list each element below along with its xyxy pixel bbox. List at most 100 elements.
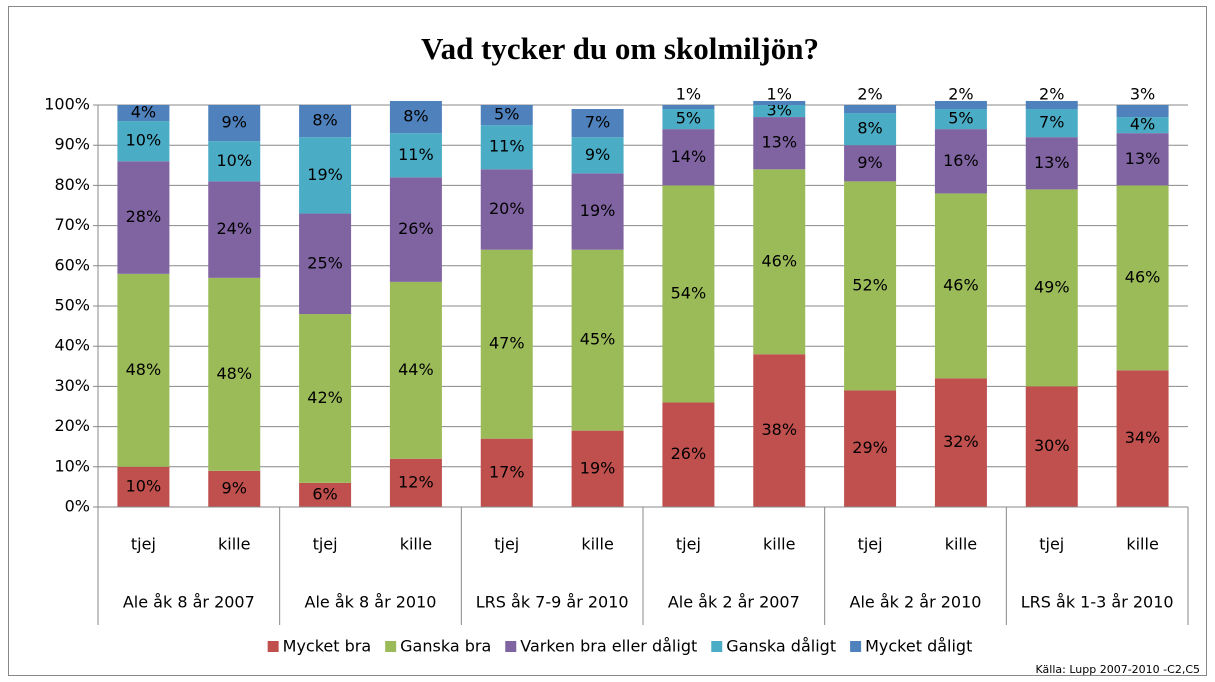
legend-label: Mycket dåligt [865, 637, 972, 656]
group-label: Ale åk 2 år 2010 [850, 593, 982, 612]
y-tick-label: 60% [54, 255, 90, 274]
data-label: 10% [216, 151, 252, 170]
data-label: 13% [761, 133, 797, 152]
data-label: 34% [1125, 428, 1161, 447]
data-label: 49% [1034, 277, 1070, 296]
data-label: 38% [761, 420, 797, 439]
y-tick-label: 90% [54, 135, 90, 154]
x-tick-label: kille [581, 535, 613, 554]
data-label: 19% [307, 165, 343, 184]
data-label: 1% [767, 85, 792, 104]
data-label: 19% [580, 201, 616, 220]
bar-segment [208, 105, 261, 142]
data-label: 11% [489, 137, 525, 156]
data-label: 3% [767, 101, 792, 120]
bar-segment [208, 181, 261, 278]
bar-segment [480, 438, 533, 507]
data-label: 5% [494, 105, 519, 124]
bar-segment [934, 100, 987, 110]
bar-segment [1025, 100, 1078, 110]
bar-segment [480, 125, 533, 170]
group-label: LRS åk 7-9 år 2010 [476, 593, 629, 612]
bar-segment [117, 273, 170, 467]
bar-segment [844, 145, 897, 182]
bar-segment [1116, 105, 1169, 118]
bar-segment [753, 169, 806, 355]
legend-swatch [267, 641, 279, 652]
bar-segment [571, 109, 624, 138]
data-label: 29% [852, 438, 888, 457]
bar-segment [480, 169, 533, 250]
bar-segment [571, 173, 624, 250]
bar-segment [662, 109, 715, 130]
bar-segment [389, 100, 442, 134]
group-label: Ale åk 8 år 2010 [305, 593, 437, 612]
bar-segment [389, 458, 442, 507]
bar-segment [662, 185, 715, 403]
data-label: 10% [126, 476, 162, 495]
bar-segment [844, 390, 897, 507]
bar-segment [117, 105, 170, 122]
data-label: 48% [216, 364, 252, 383]
data-label: 14% [671, 147, 707, 166]
bar-segment [844, 105, 897, 114]
data-label: 28% [126, 207, 162, 226]
bar-segment [1025, 137, 1078, 190]
data-label: 2% [948, 85, 973, 104]
chart-title: Vad tycker du om skolmiljön? [421, 31, 819, 66]
frame [8, 6, 1207, 676]
data-label: 19% [580, 458, 616, 477]
bar-segment [1025, 109, 1078, 138]
data-label: 9% [585, 145, 610, 164]
bar-segment [208, 141, 261, 182]
data-label: 52% [852, 275, 888, 294]
bar-segment [117, 121, 170, 162]
data-label: 6% [312, 484, 337, 503]
data-label: 7% [585, 113, 610, 132]
data-label: 4% [131, 103, 156, 122]
bar-segment [934, 378, 987, 507]
data-label: 3% [1130, 85, 1155, 104]
x-tick-label: kille [945, 535, 977, 554]
bar-segment [753, 117, 806, 170]
y-tick-label: 50% [54, 296, 90, 315]
legend-swatch [711, 641, 723, 652]
group-label: LRS åk 1-3 år 2010 [1021, 593, 1174, 612]
x-tick-label: kille [218, 535, 250, 554]
data-label: 8% [312, 111, 337, 130]
bar-segment [389, 133, 442, 178]
bar-segment [1116, 370, 1169, 507]
legend-label: Varken bra eller dåligt [520, 637, 697, 656]
legend-label: Ganska dåligt [726, 637, 836, 656]
bar-segment [753, 354, 806, 507]
data-label: 46% [1125, 267, 1161, 286]
bar-segment [662, 129, 715, 186]
bar-segment [299, 213, 352, 315]
data-label: 4% [1130, 115, 1155, 134]
x-tick-label: tjej [858, 535, 883, 554]
bar-segment [480, 105, 533, 126]
bar-segment [389, 281, 442, 459]
bar-segment [662, 402, 715, 507]
data-label: 42% [307, 388, 343, 407]
data-label: 10% [126, 131, 162, 150]
y-tick-label: 20% [54, 416, 90, 435]
data-label: 48% [126, 360, 162, 379]
data-label: 5% [948, 109, 973, 128]
legend-label: Mycket bra [283, 637, 372, 656]
data-label: 44% [398, 360, 434, 379]
group-label: Ale åk 2 år 2007 [668, 593, 800, 612]
data-label: 46% [761, 251, 797, 270]
group-label: Ale åk 8 år 2007 [123, 593, 255, 612]
x-tick-label: tjej [131, 535, 156, 554]
data-label: 45% [580, 330, 616, 349]
x-tick-label: tjej [1039, 535, 1064, 554]
bar-segment [662, 105, 715, 110]
data-label: 25% [307, 253, 343, 272]
x-tick-label: tjej [676, 535, 701, 554]
data-label: 7% [1039, 113, 1064, 132]
data-label: 26% [671, 444, 707, 463]
bar-segment [299, 314, 352, 483]
